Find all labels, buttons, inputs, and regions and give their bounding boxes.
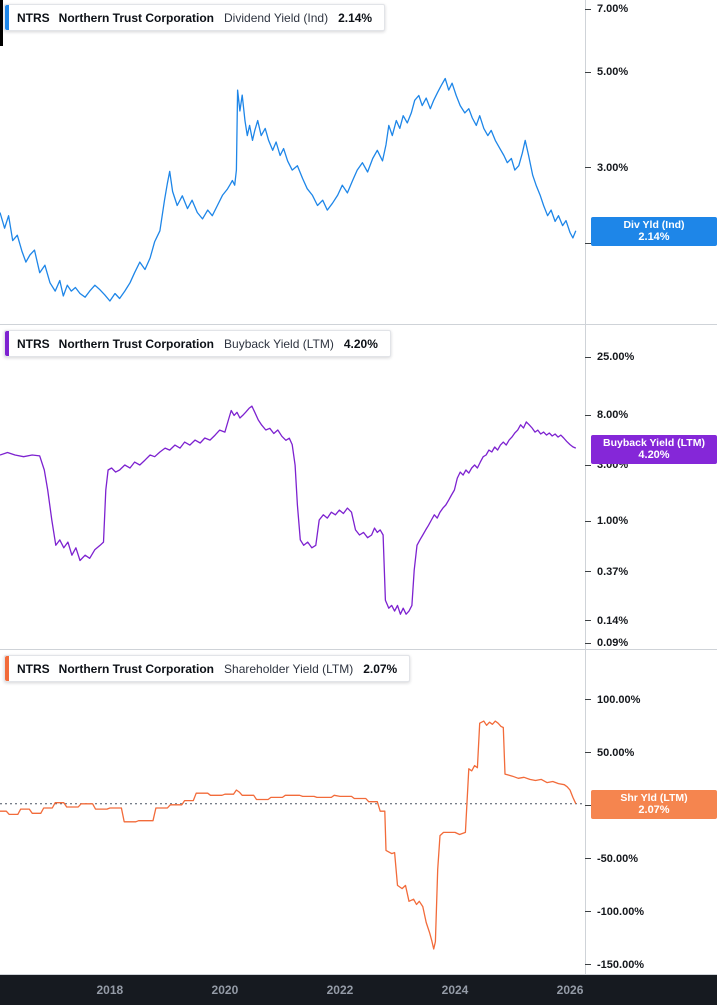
legend-metric: Shareholder Yield (LTM) <box>224 661 354 676</box>
y-axis-label: 25.00% <box>597 351 635 364</box>
y-axis-tick <box>585 620 591 622</box>
y-axis-tick <box>585 8 591 10</box>
legend-ticker: NTRS <box>17 10 50 25</box>
legend-color-bar <box>5 331 9 356</box>
x-axis-label: 2018 <box>96 983 124 997</box>
legend-color-bar <box>5 656 9 681</box>
y-axis-label: 0.09% <box>597 637 629 650</box>
pill-label: Buyback Yield (LTM) <box>603 436 705 449</box>
pill-value: 2.07% <box>638 804 670 817</box>
panel-divider <box>0 974 717 975</box>
legend-metric: Dividend Yield (Ind) <box>224 10 329 25</box>
legend-company: Northern Trust Corporation <box>58 336 215 351</box>
legend-company: Northern Trust Corporation <box>58 661 215 676</box>
y-axis-label: 0.14% <box>597 614 629 627</box>
buyback-yield-line <box>0 405 577 615</box>
legend-buyback-yield[interactable]: NTRS Northern Trust Corporation Buyback … <box>4 330 391 357</box>
pill-label: Shr Yld (LTM) <box>620 792 688 805</box>
y-axis-label: 100.00% <box>597 693 641 706</box>
y-axis-tick <box>585 699 591 701</box>
y-axis-tick <box>585 167 591 169</box>
legend-value: 4.20% <box>343 336 378 351</box>
y-axis-tick <box>585 752 591 754</box>
panel-divider <box>0 324 717 325</box>
y-axis: 7.00%5.00%3.00%2.00%25.00%8.00%3.00%1.00… <box>585 3 645 971</box>
x-axis-label: 2024 <box>441 983 469 997</box>
y-axis-label: 50.00% <box>597 746 635 759</box>
legend-ticker: NTRS <box>17 661 50 676</box>
dividend-yield-line <box>0 77 577 302</box>
y-axis-label: -150.00% <box>597 958 645 971</box>
panel-divider <box>0 649 717 650</box>
x-axis-label: 2022 <box>326 983 354 997</box>
y-axis-label: -50.00% <box>597 852 638 865</box>
y-axis-tick <box>585 571 591 573</box>
shareholder-yield-line <box>0 720 577 950</box>
y-axis-label: 3.00% <box>597 161 629 174</box>
timeline: 2018 2020 2022 2024 2026 <box>0 975 717 1005</box>
legend-shareholder-yield[interactable]: NTRS Northern Trust Corporation Sharehol… <box>4 655 411 682</box>
pill-value: 4.20% <box>638 448 670 461</box>
y-axis-label: 5.00% <box>597 66 629 79</box>
left-edge-artifact <box>0 0 3 46</box>
y-axis-tick <box>585 964 591 966</box>
legend-value: 2.07% <box>363 661 398 676</box>
y-axis-label: 0.37% <box>597 565 629 578</box>
y-axis-tick <box>585 464 591 466</box>
y-axis-tick <box>585 642 591 644</box>
y-axis-tick <box>585 414 591 416</box>
y-axis-tick <box>585 71 591 73</box>
axis-pill-div-yld: Div Yld (Ind) 2.14% <box>591 217 717 247</box>
pill-value: 2.14% <box>638 231 670 244</box>
x-axis-label: 2020 <box>211 983 239 997</box>
legend-ticker: NTRS <box>17 336 50 351</box>
legend-metric: Buyback Yield (LTM) <box>224 336 334 351</box>
legend-company: Northern Trust Corporation <box>58 10 215 25</box>
axis-pill-shr-yld: Shr Yld (LTM) 2.07% <box>591 790 717 820</box>
y-axis-tick <box>585 911 591 913</box>
y-axis-label: 1.00% <box>597 515 629 528</box>
y-axis-label: -100.00% <box>597 905 645 918</box>
y-axis-label: 7.00% <box>597 3 629 16</box>
axis-pill-buyback-yield: Buyback Yield (LTM) 4.20% <box>591 434 717 464</box>
y-axis-tick <box>585 242 591 244</box>
x-axis-label: 2026 <box>556 983 584 997</box>
y-axis-tick <box>585 356 591 358</box>
y-axis-tick <box>585 858 591 860</box>
y-axis-tick <box>585 805 591 807</box>
y-axis-label: 8.00% <box>597 409 629 422</box>
legend-value: 2.14% <box>338 10 373 25</box>
y-axis-tick <box>585 520 591 522</box>
pill-label: Div Yld (Ind) <box>623 219 685 232</box>
legend-dividend-yield[interactable]: NTRS Northern Trust Corporation Dividend… <box>4 4 386 31</box>
y-axis-divider <box>585 0 586 975</box>
legend-color-bar <box>5 5 9 30</box>
